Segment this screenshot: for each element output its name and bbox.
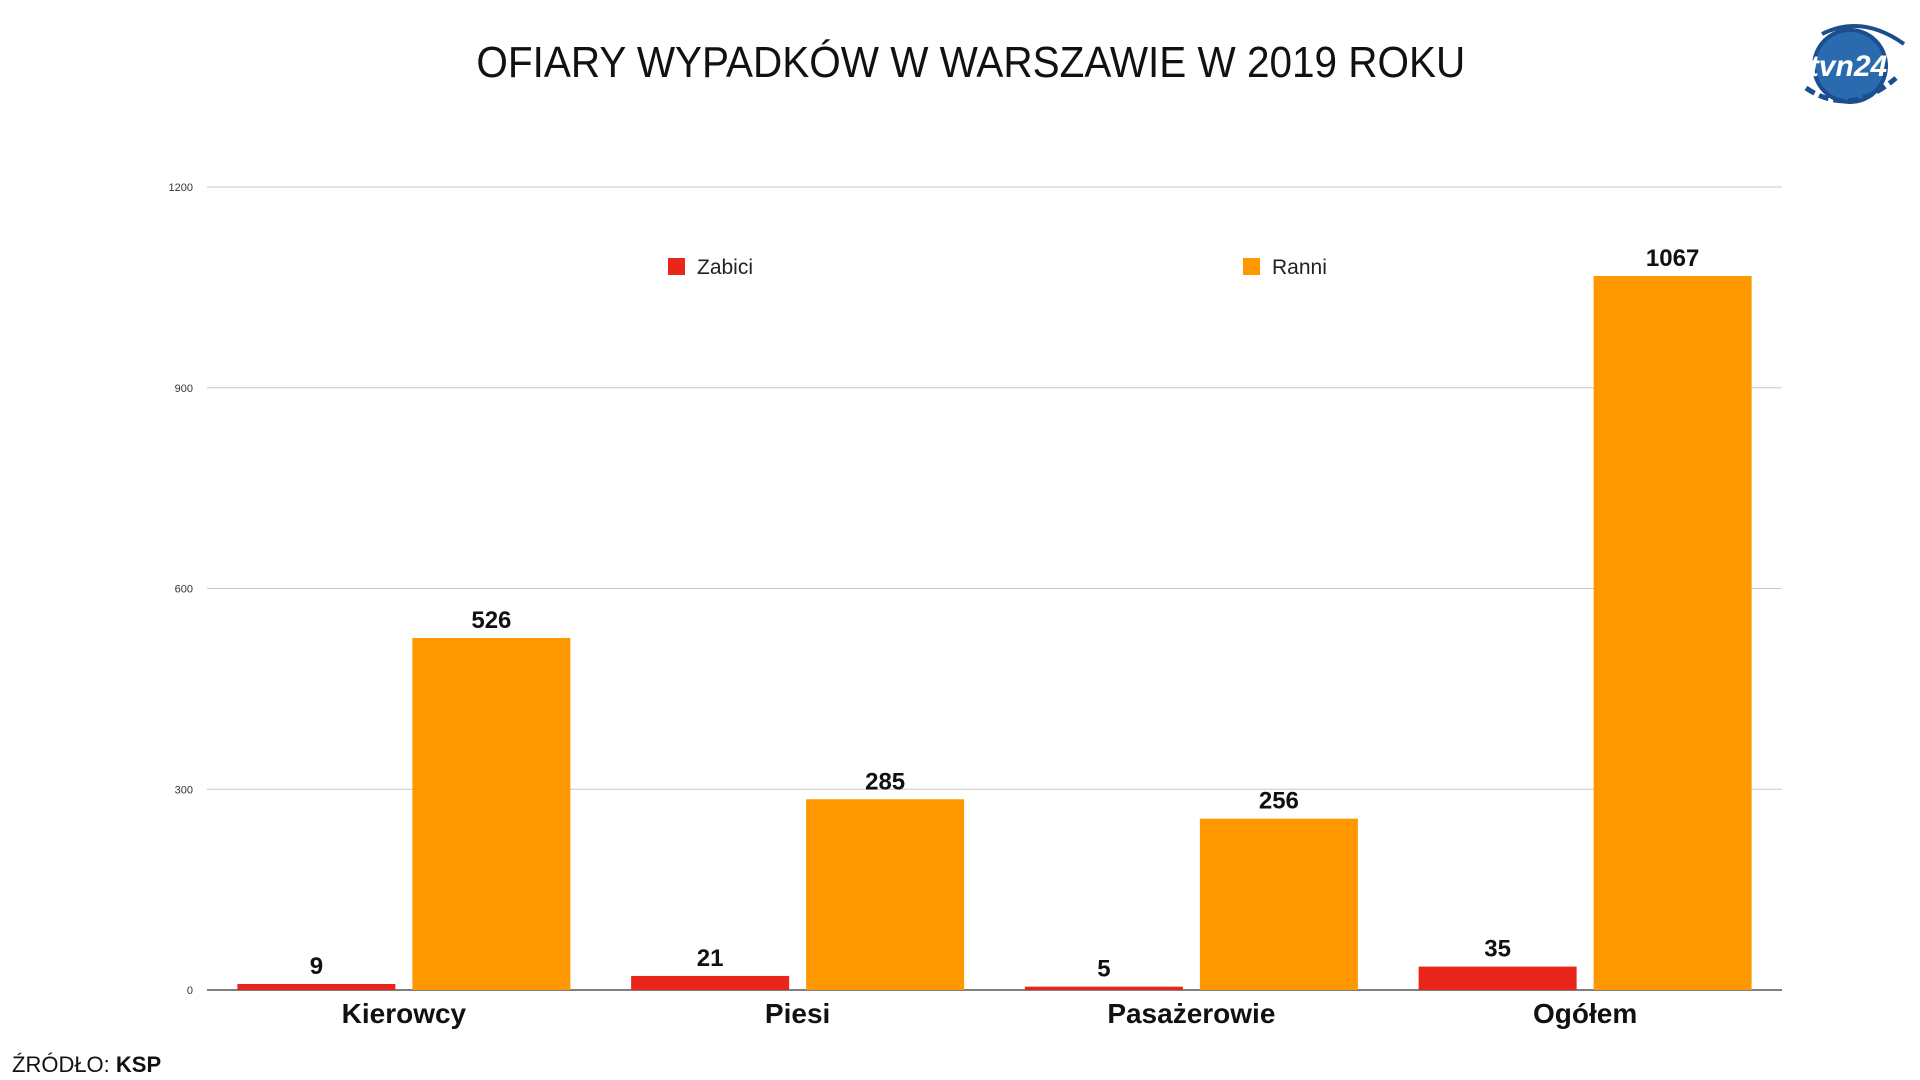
legend-swatch <box>668 258 685 275</box>
data-label: 9 <box>310 953 323 980</box>
data-label: 21 <box>697 945 724 972</box>
bar-ranni <box>1199 818 1358 990</box>
data-label: 1067 <box>1646 245 1699 272</box>
data-label: 5 <box>1097 956 1110 983</box>
labels: 0 300 600 900 1200 9 526 Kierowcy 21 285 Piesi 5 256… <box>169 182 1700 1029</box>
x-tick-label: Kierowcy <box>342 998 467 1029</box>
bar-ranni <box>1593 275 1752 991</box>
source-value: KSP <box>115 1052 162 1077</box>
svg-text:tvn24: tvn24 <box>1809 50 1888 83</box>
source-note: ŹRÓDŁO: KSP <box>12 1052 161 1078</box>
y-tick-label: 300 <box>175 784 193 796</box>
source-label: ŹRÓDŁO: <box>12 1052 110 1077</box>
legend-label: Ranni <box>1272 256 1327 279</box>
chart-title: OFIARY WYPADKÓW W WARSZAWIE W 2019 ROKU <box>476 38 1466 87</box>
data-label: 256 <box>1259 788 1299 815</box>
legend-label: Zabici <box>697 256 753 279</box>
y-tick-label: 900 <box>175 383 193 395</box>
bar-zabici <box>631 975 790 990</box>
data-label: 285 <box>865 768 905 795</box>
bar-ranni <box>806 799 965 990</box>
y-tick-label: 1200 <box>169 182 193 194</box>
bar-zabici <box>1024 986 1183 990</box>
data-label: 526 <box>471 607 511 634</box>
bar-zabici <box>1418 966 1577 990</box>
x-tick-label: Ogółem <box>1533 998 1637 1029</box>
bars <box>237 275 1752 991</box>
bar-ranni <box>412 638 571 990</box>
bar-zabici <box>237 983 396 990</box>
y-tick-label: 600 <box>175 584 193 596</box>
tvn24-logo-icon: tvn24 <box>1804 24 1906 104</box>
data-label: 35 <box>1484 936 1511 963</box>
legend: Zabici Ranni <box>668 256 1327 279</box>
y-tick-label: 0 <box>187 985 193 997</box>
x-tick-label: Piesi <box>765 998 830 1029</box>
x-tick-label: Pasażerowie <box>1107 998 1275 1029</box>
legend-swatch <box>1243 258 1260 275</box>
